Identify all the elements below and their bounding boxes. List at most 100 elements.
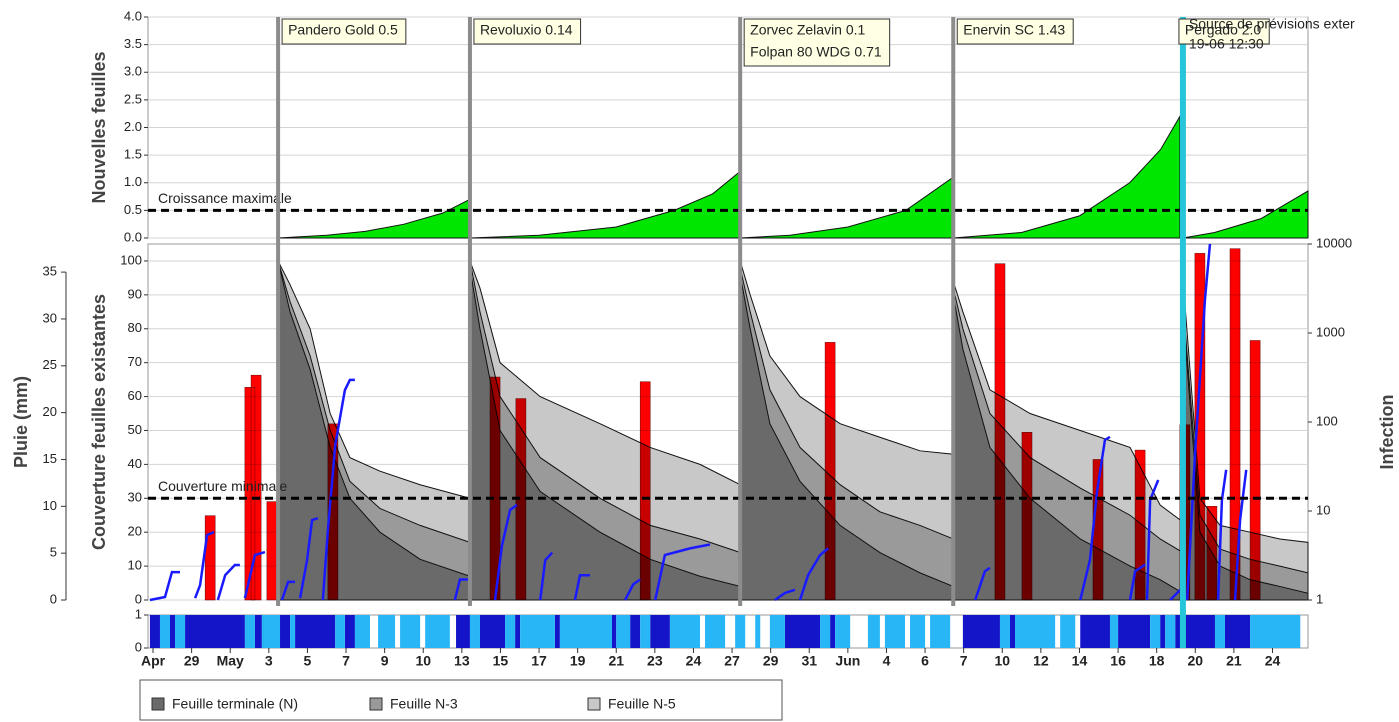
wetness-interval (554, 615, 560, 648)
y-tick-label: 2.5 (124, 91, 142, 106)
wetness-interval (1175, 615, 1183, 648)
wetness-interval (630, 615, 641, 648)
x-tick-label: 31 (801, 653, 817, 669)
x-tick-label: 6 (921, 653, 929, 669)
wetness-interval (784, 615, 821, 648)
axis-title: Nouvelles feuilles (89, 51, 109, 203)
wetness-interval (425, 615, 450, 648)
forecast-note: Source de prévisions exter (1189, 16, 1355, 32)
wetness-interval (640, 615, 651, 648)
x-tick-label: 13 (454, 653, 470, 669)
rain-bar (994, 263, 1006, 601)
y-tick-label: 10 (1316, 502, 1330, 517)
y-tick-label: 1 (1316, 591, 1323, 606)
wetness-interval (867, 615, 880, 648)
wetness-interval (185, 615, 245, 648)
x-tick-label: 15 (493, 653, 509, 669)
treatment-box (743, 18, 891, 67)
wetness-interval (295, 615, 336, 648)
wetness-interval (999, 615, 1010, 648)
treatment-label: Revoluxio 0.14 (480, 22, 573, 38)
axis-title: Pluie (mm) (11, 376, 31, 468)
wetness-interval (456, 615, 470, 648)
wetness-interval (354, 615, 370, 648)
legend-label: Feuille N-3 (390, 696, 458, 712)
x-tick-label: 18 (1149, 653, 1165, 669)
x-tick-label: 14 (1072, 653, 1088, 669)
wetness-interval (612, 615, 617, 648)
wetness-interval (159, 615, 171, 648)
x-tick-label: 3 (265, 653, 273, 669)
y-tick-label: 30 (128, 490, 142, 505)
y-tick-label: 0 (135, 591, 142, 606)
forecast-note: 19-06 12:30 (1189, 36, 1264, 52)
y-tick-label: 100 (1316, 413, 1338, 428)
wetness-interval (650, 615, 670, 648)
wetness-interval (515, 615, 521, 648)
x-tick-label: 23 (647, 653, 663, 669)
treatment-box (281, 18, 407, 45)
wetness-interval (1214, 615, 1226, 648)
y-tick-label: 3.0 (124, 64, 142, 79)
y-tick-label: 3.5 (124, 36, 142, 51)
wetness-interval (175, 615, 186, 648)
wetness-interval (254, 615, 262, 648)
y-tick-label: 10000 (1316, 235, 1352, 250)
wetness-interval (1165, 615, 1176, 648)
legend-swatch (587, 697, 601, 711)
x-tick-label: May (217, 653, 244, 669)
y-tick-label: 10 (128, 558, 142, 573)
treatment-label: Zorvec Zelavin 0.1 (750, 22, 865, 38)
wetness-interval (335, 615, 345, 648)
treatment-label: Pergado 2.0 (1185, 22, 1261, 38)
rain-bar (1021, 432, 1033, 601)
wetness-interval (400, 615, 421, 648)
y-tick-label: 1000 (1316, 324, 1345, 339)
y-tick-label: 100 (120, 252, 142, 267)
rain-bar (1206, 506, 1218, 601)
y-tick-label: 70 (128, 354, 142, 369)
treatment-box (1178, 18, 1270, 45)
treatment-label: Pandero Gold 0.5 (288, 22, 398, 38)
wetness-interval (1160, 615, 1166, 648)
legend-swatch (151, 697, 165, 711)
x-tick-label: Apr (141, 653, 166, 669)
x-tick-label: 16 (1110, 653, 1126, 669)
wetness-interval (910, 615, 926, 648)
y-tick-label: 0.0 (124, 229, 142, 244)
x-tick-label: 12 (1033, 653, 1049, 669)
threshold-label: Croissance maximale (158, 190, 292, 206)
x-tick-label: Jun (835, 653, 860, 669)
x-tick-label: 10 (415, 653, 431, 669)
y-tick-label: 4.0 (124, 8, 142, 23)
axis-title: Infection (1377, 395, 1397, 470)
wetness-interval (830, 615, 836, 648)
wetness-interval (735, 615, 746, 648)
y-tick-label: 50 (128, 422, 142, 437)
wetness-interval (149, 615, 160, 648)
wetness-interval (930, 615, 951, 648)
x-tick-label: 27 (724, 653, 740, 669)
x-tick-label: 9 (381, 653, 389, 669)
x-tick-label: 17 (531, 653, 547, 669)
axis-title: Couverture feuilles existantes (89, 294, 109, 550)
legend-box (139, 679, 783, 721)
wetness-interval (1225, 615, 1251, 648)
wetness-interval (559, 615, 612, 648)
y-tick-label: 0.5 (124, 202, 142, 217)
y-tick-label: 40 (128, 456, 142, 471)
wetness-interval (1118, 615, 1151, 648)
wetness-interval (1109, 615, 1119, 648)
y-tick-label: 15 (43, 451, 57, 466)
wetness-interval (469, 615, 480, 648)
wetness-interval (769, 615, 785, 648)
x-tick-label: 20 (1187, 653, 1203, 669)
treatment-box (473, 18, 582, 45)
x-tick-label: 7 (342, 653, 350, 669)
y-tick-label: 10 (43, 498, 57, 513)
y-tick-label: 60 (128, 388, 142, 403)
treatment-label: Folpan 80 WDG 0.71 (750, 44, 882, 60)
x-tick-label: 5 (304, 653, 312, 669)
y-tick-label: 1.5 (124, 147, 142, 162)
wetness-interval (378, 615, 396, 648)
